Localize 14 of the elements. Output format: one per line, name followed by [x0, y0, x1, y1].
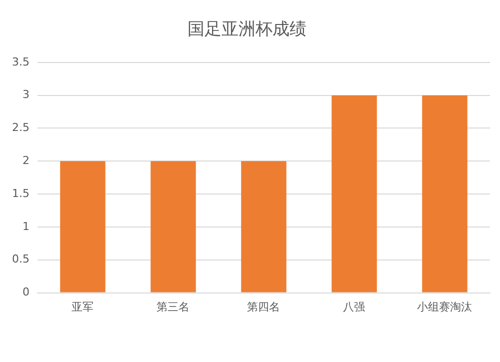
y-tick-label: 0	[22, 286, 30, 299]
y-tick-label: 1	[22, 220, 30, 233]
chart-title: 国足亚洲杯成绩	[188, 20, 306, 40]
y-tick-label: 0.5	[12, 252, 30, 266]
x-tick-label: 第三名	[156, 300, 190, 314]
x-tick-label: 第四名	[247, 300, 280, 314]
y-tick-label: 2	[22, 154, 30, 167]
x-tick-label: 八强	[343, 300, 366, 314]
y-tick-label: 1.5	[12, 186, 30, 200]
x-tick-label: 亚军	[72, 300, 94, 314]
y-tick-label: 2.5	[12, 121, 30, 134]
x-tick-label: 小组赛淘汰	[417, 300, 472, 314]
y-tick-label: 3	[22, 88, 30, 102]
y-tick-label: 3.5	[12, 55, 30, 68]
